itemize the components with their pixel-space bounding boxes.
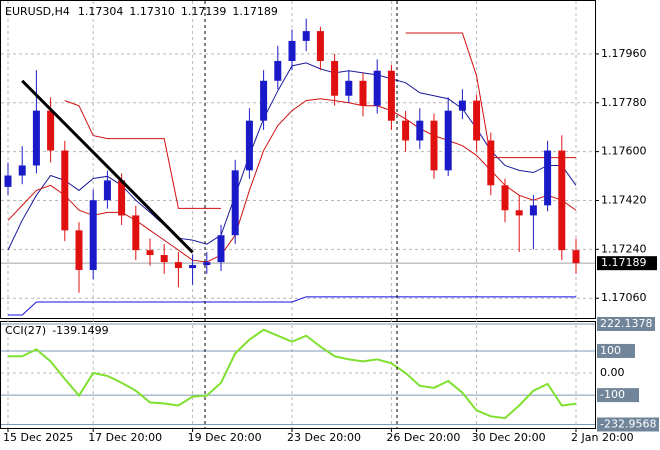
candle-body [402, 120, 410, 141]
y-tick-box [597, 316, 655, 331]
y-tick-label: -232.9568 [600, 417, 656, 430]
cci-header: CCI(27) -139.1499 [5, 324, 109, 337]
candle-body [47, 110, 55, 151]
candle-body [373, 70, 381, 106]
x-tick-label: 23 Dec 20:00 [287, 431, 361, 444]
x-tick-label: 26 Dec 20:00 [386, 431, 460, 444]
candle-body [572, 250, 580, 264]
candle-body [61, 150, 69, 231]
candle-body [160, 255, 168, 263]
candle-body [118, 180, 126, 216]
current-price-label: 1.17189 [601, 256, 647, 269]
candle-body [345, 80, 353, 96]
candle-body [302, 31, 310, 41]
candle-body [18, 165, 26, 176]
candle-body [558, 150, 566, 251]
candle-body [146, 250, 154, 256]
high-text: 1.17310 [129, 5, 175, 18]
y-tick-label: 0.00 [600, 366, 625, 379]
cci-line [8, 328, 577, 420]
candle-body [189, 265, 197, 269]
candle-body [544, 150, 552, 206]
candle-body [4, 175, 12, 187]
candle-body [331, 60, 339, 96]
current-price-box [597, 256, 657, 271]
symbol: EURUSD,H4 [5, 5, 70, 18]
price-panel [0, 0, 596, 319]
indicator-line [64, 100, 221, 209]
cci-value: -139.1499 [52, 324, 108, 337]
candle-body [32, 110, 40, 166]
candle-body [416, 120, 424, 141]
y-tick-label: 1.17780 [601, 96, 647, 109]
candle-body [444, 110, 452, 171]
candle-body [245, 120, 253, 171]
x-tick-label: 17 Dec 20:00 [88, 431, 162, 444]
y-tick-label: 1.17600 [601, 145, 647, 158]
candle-body [217, 235, 225, 263]
y-tick-box [597, 417, 659, 432]
candle-body [487, 140, 495, 186]
candle-body [430, 120, 438, 171]
candle-body [473, 100, 481, 141]
candle-body [103, 180, 111, 201]
candle-body [458, 100, 466, 111]
candle-body [501, 185, 509, 211]
indicator-line [8, 296, 576, 316]
candle-body [203, 262, 211, 266]
candle-body [132, 215, 140, 251]
open-text: 1.17304 [78, 5, 124, 18]
candle-body [316, 31, 324, 61]
indicator-line [7, 98, 577, 263]
close-text: 1.17189 [232, 5, 278, 18]
candle-body [89, 200, 97, 270]
y-tick-label: 1.17960 [601, 47, 647, 60]
candle-body [529, 205, 537, 216]
candle-body [260, 80, 268, 121]
y-tick-label: 100 [600, 344, 621, 357]
y-tick-box [597, 388, 639, 403]
y-tick-label: 1.17240 [601, 242, 647, 255]
candle-body [75, 230, 83, 270]
x-tick-label: 19 Dec 20:00 [188, 431, 262, 444]
candle-body [288, 40, 296, 61]
x-tick-label: 30 Dec 20:00 [472, 431, 546, 444]
y-tick-label: 222.1378 [600, 317, 653, 330]
trend-line [21, 79, 194, 254]
candle-body [174, 262, 182, 269]
candle-body [515, 210, 523, 216]
x-tick-label: 2 Jan 20:00 [571, 431, 634, 444]
candle-body [274, 60, 282, 81]
candle-body [359, 80, 367, 106]
x-tick-label: 15 Dec 2025 [3, 431, 73, 444]
y-tick-label: -100 [600, 388, 625, 401]
y-tick-box [597, 343, 635, 358]
y-tick-label: 1.17420 [601, 193, 647, 206]
candle-body [231, 170, 239, 236]
y-tick-label: 1.17060 [601, 291, 647, 304]
cci-panel [0, 321, 596, 429]
candle-body [387, 70, 395, 121]
cci-title: CCI(27) [5, 324, 46, 337]
chart-header: EURUSD,H4 1.17304 1.17310 1.17139 1.17189 [5, 5, 278, 18]
low-text: 1.17139 [181, 5, 227, 18]
